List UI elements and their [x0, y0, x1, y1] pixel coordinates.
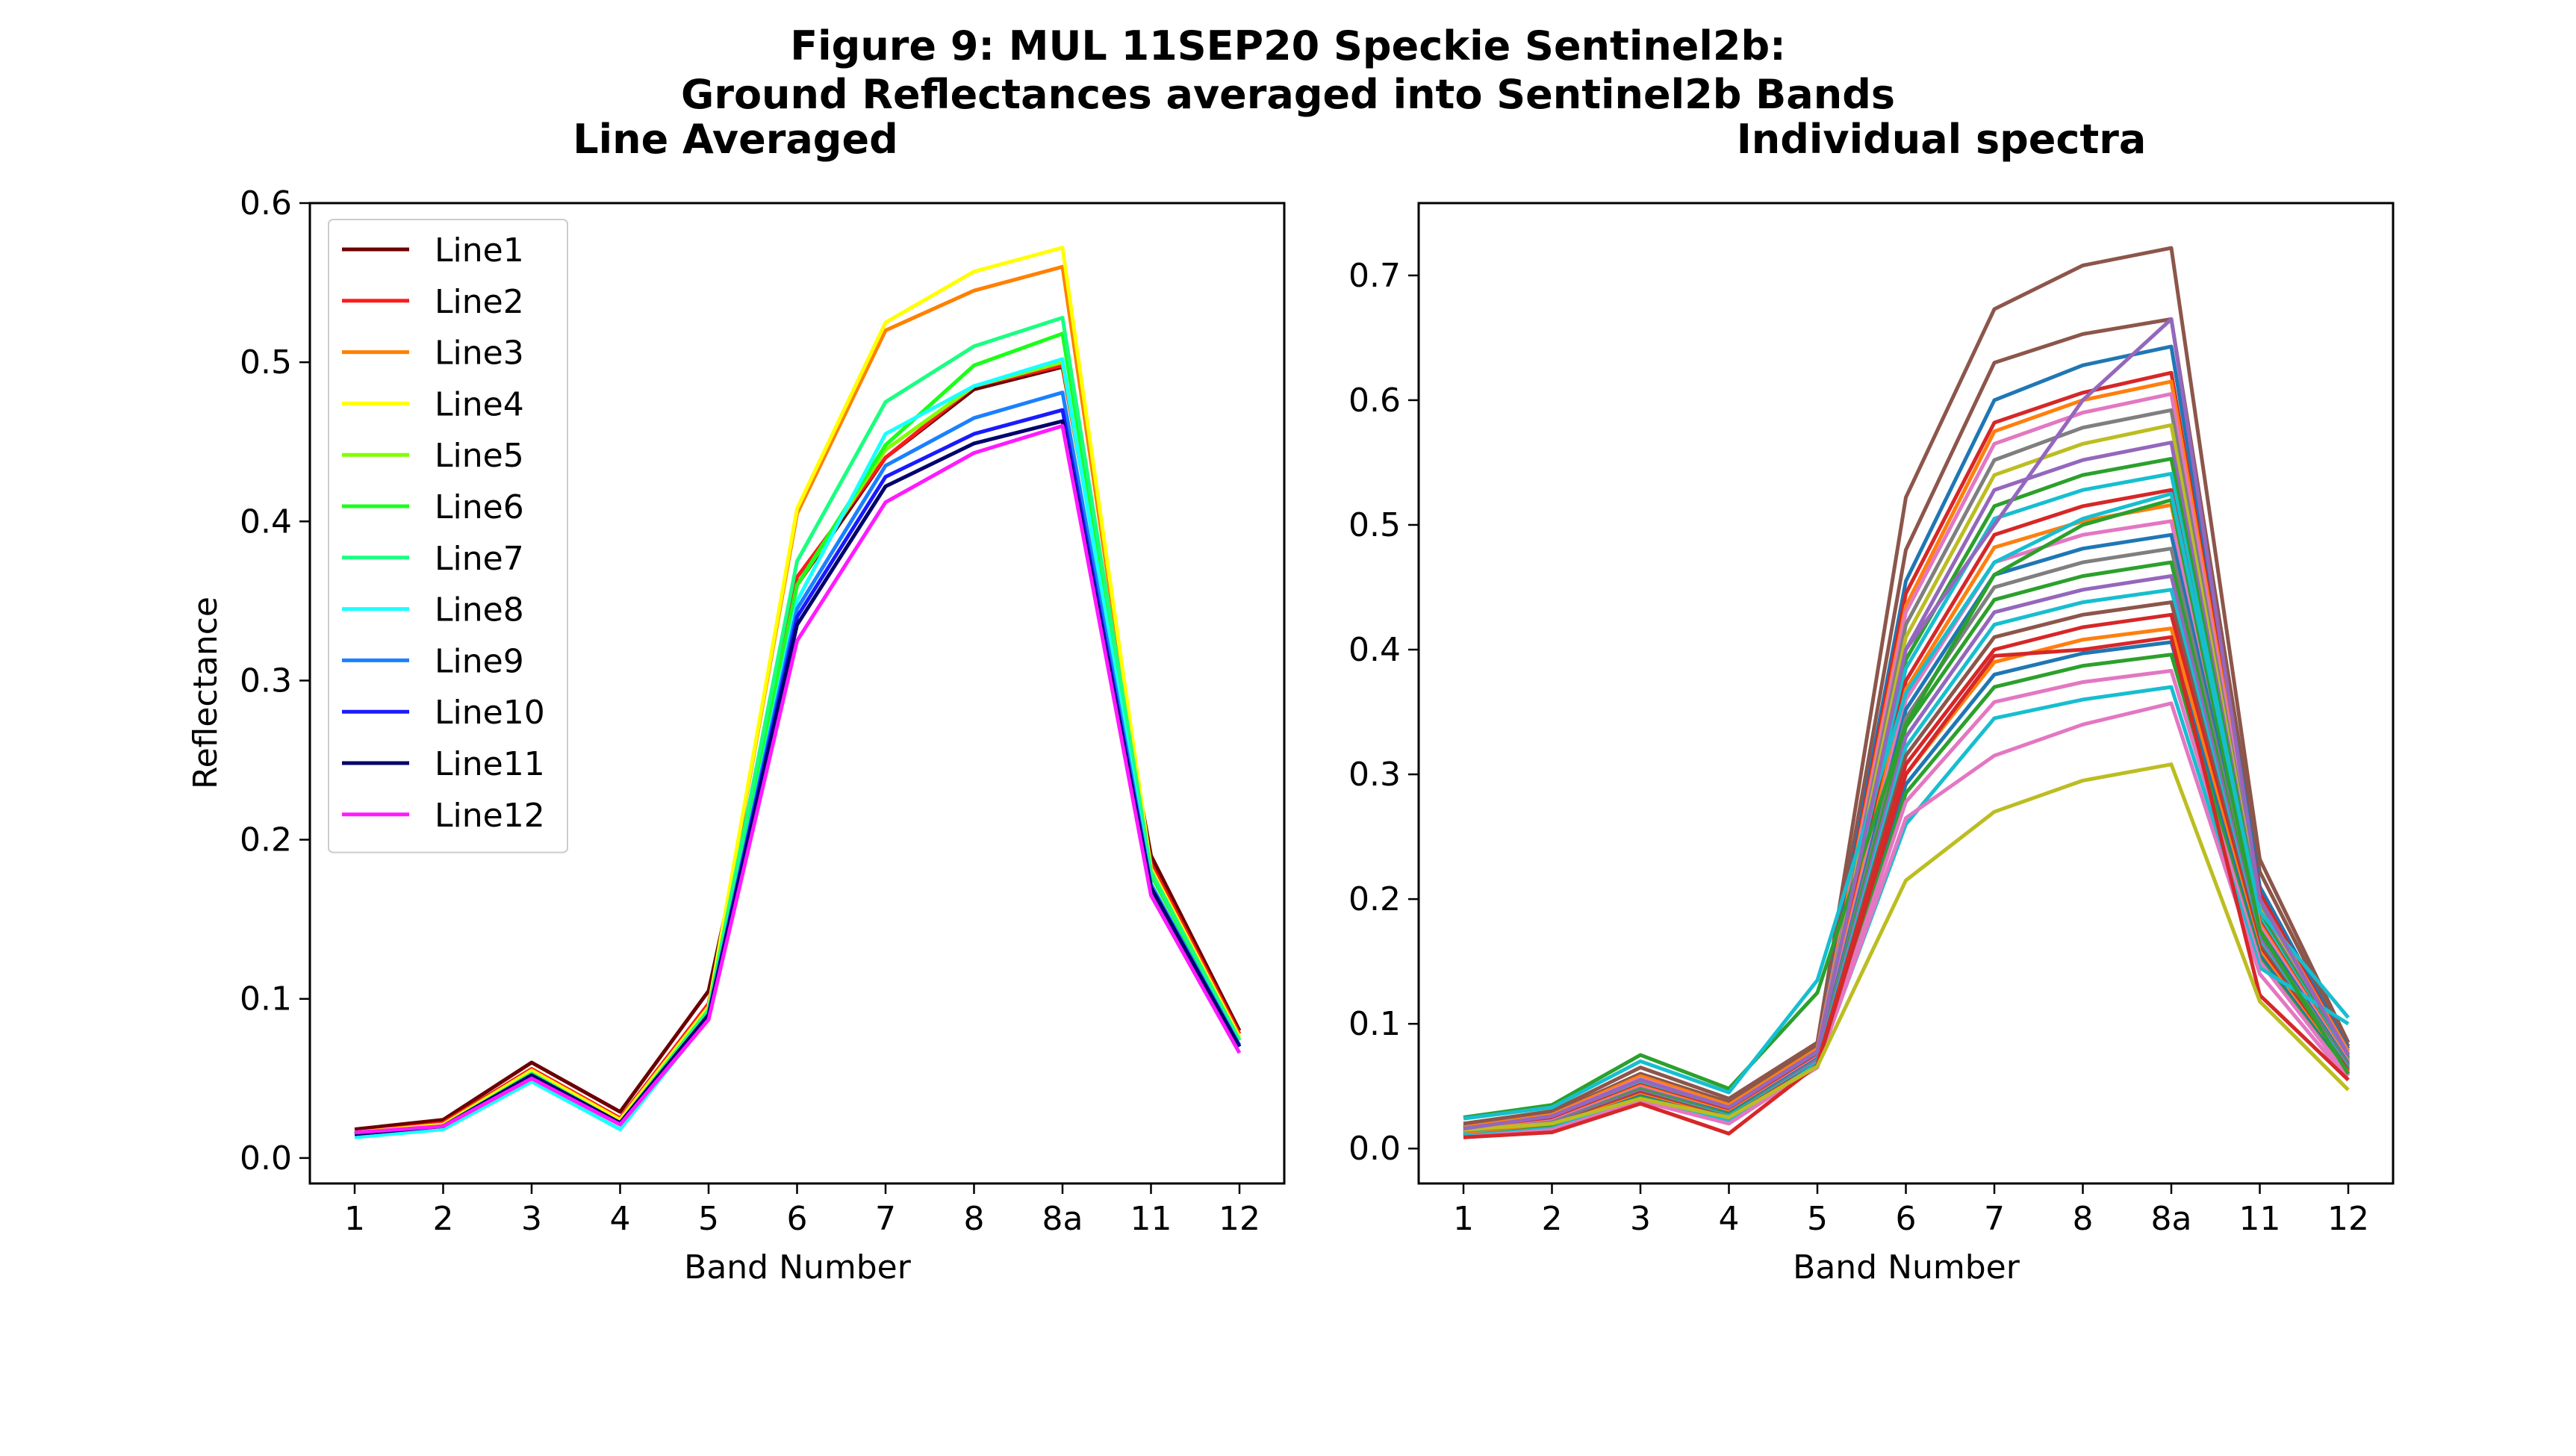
y-tick-label: 0.2	[1348, 880, 1401, 918]
y-tick-label: 0.1	[240, 980, 292, 1018]
series-line-29	[1463, 762, 2350, 1132]
x-tick-label: 8	[964, 1200, 985, 1238]
y-tick-label: 0.2	[240, 821, 292, 859]
y-tick-label: 0.3	[1348, 756, 1401, 794]
x-tick-label: 6	[1896, 1200, 1917, 1238]
series-line-12	[354, 423, 1242, 1135]
x-tick-label: 8a	[2151, 1200, 2192, 1238]
legend-label: Line4	[435, 385, 524, 423]
series-line-31	[1463, 491, 2350, 1121]
series-layer	[1463, 246, 2351, 1139]
x-tick-label: 11	[1130, 1200, 1172, 1238]
x-tick-label: 7	[1984, 1200, 2005, 1238]
y-tick-label: 0.4	[1348, 631, 1401, 669]
y-tick-label: 0.0	[1348, 1130, 1401, 1168]
figure-title-line2: Ground Reflectances averaged into Sentin…	[681, 71, 1895, 118]
x-tick-label: 1	[344, 1200, 365, 1238]
x-tick-label: 7	[875, 1200, 896, 1238]
x-tick-label: 2	[1542, 1200, 1563, 1238]
x-tick-label: 12	[1219, 1200, 1260, 1238]
x-tick-label: 3	[521, 1200, 542, 1238]
x-tick-label: 5	[698, 1200, 719, 1238]
x-tick-label: 12	[2327, 1200, 2369, 1238]
y-tick-label: 0.5	[240, 343, 292, 382]
x-tick-label: 4	[1719, 1200, 1740, 1238]
legend-label: Line8	[435, 591, 524, 629]
y-tick-label: 0.1	[1348, 1005, 1401, 1043]
y-tick-label: 0.0	[240, 1139, 292, 1177]
legend-label: Line5	[435, 437, 524, 475]
legend: Line1 Line2 Line3 Line4 Line5 Line6 Line7 Line8…	[328, 219, 568, 853]
legend-label: Line10	[435, 694, 545, 732]
series-line-32	[1463, 317, 2351, 1130]
y-tick-label: 0.6	[240, 184, 292, 223]
x-tick-label: 3	[1630, 1200, 1651, 1238]
chart-title: Individual spectra	[1737, 116, 2147, 163]
x-tick-label: 4	[610, 1200, 631, 1238]
y-tick-label: 0.5	[1348, 506, 1401, 544]
x-tick-label: 6	[787, 1200, 808, 1238]
legend-label: Line2	[435, 283, 524, 321]
series-line-27	[1463, 701, 2350, 1139]
chart-title: Line Averaged	[573, 116, 897, 163]
plot-frame	[308, 202, 1286, 1185]
x-tick-label: 11	[2239, 1200, 2281, 1238]
legend-label: Line11	[435, 745, 545, 783]
series-layer	[354, 246, 1242, 1139]
plot-frame	[1417, 202, 2395, 1185]
legend-label: Line12	[435, 797, 545, 835]
y-tick-label: 0.6	[1348, 382, 1401, 420]
tick-layer: 1 2 3 4 5 6 7 8 8a 11 120.00.10.20.30.40.50.60.7	[1348, 257, 2369, 1238]
x-tick-label: 8	[2073, 1200, 2094, 1238]
legend-label: Line9	[435, 642, 524, 680]
x-axis-label: Band Number	[684, 1248, 912, 1287]
series-line-1	[1463, 246, 2351, 1126]
legend-label: Line1	[435, 231, 524, 270]
y-tick-label: 0.4	[240, 503, 292, 541]
x-axis-label: Band Number	[1793, 1248, 2020, 1287]
legend-label: Line7	[435, 540, 524, 578]
tick-layer: 1 2 3 4 5 6 7 8 8a 11 120.00.10.20.30.40.50.6	[240, 184, 1260, 1238]
y-tick-label: 0.3	[240, 662, 292, 700]
x-tick-label: 1	[1453, 1200, 1474, 1238]
series-line-30	[1463, 498, 2351, 1119]
legend-box	[328, 219, 568, 853]
figure-title-line1: Figure 9: MUL 11SEP20 Speckie Sentinel2b…	[790, 22, 1785, 69]
legend-label: Line3	[435, 335, 524, 373]
legend-label: Line6	[435, 488, 524, 526]
series-line-8	[354, 357, 1242, 1139]
line-averaged-chart: Line Averaged 1 2 3 4 5 6 7 8 8a 11 120.00.10.20.3…	[187, 116, 1286, 1287]
y-tick-label: 0.7	[1348, 257, 1401, 295]
x-tick-label: 2	[433, 1200, 454, 1238]
series-line-28	[1463, 635, 2350, 1139]
y-axis-label: Reflectance	[187, 597, 225, 789]
x-tick-label: 5	[1807, 1200, 1828, 1238]
series-line-4	[354, 246, 1242, 1135]
x-tick-label: 8a	[1042, 1200, 1083, 1238]
individual-spectra-chart: Individual spectra 1 2 3 4 5 6 7 8 8a 11 120.00.10…	[1348, 116, 2395, 1287]
